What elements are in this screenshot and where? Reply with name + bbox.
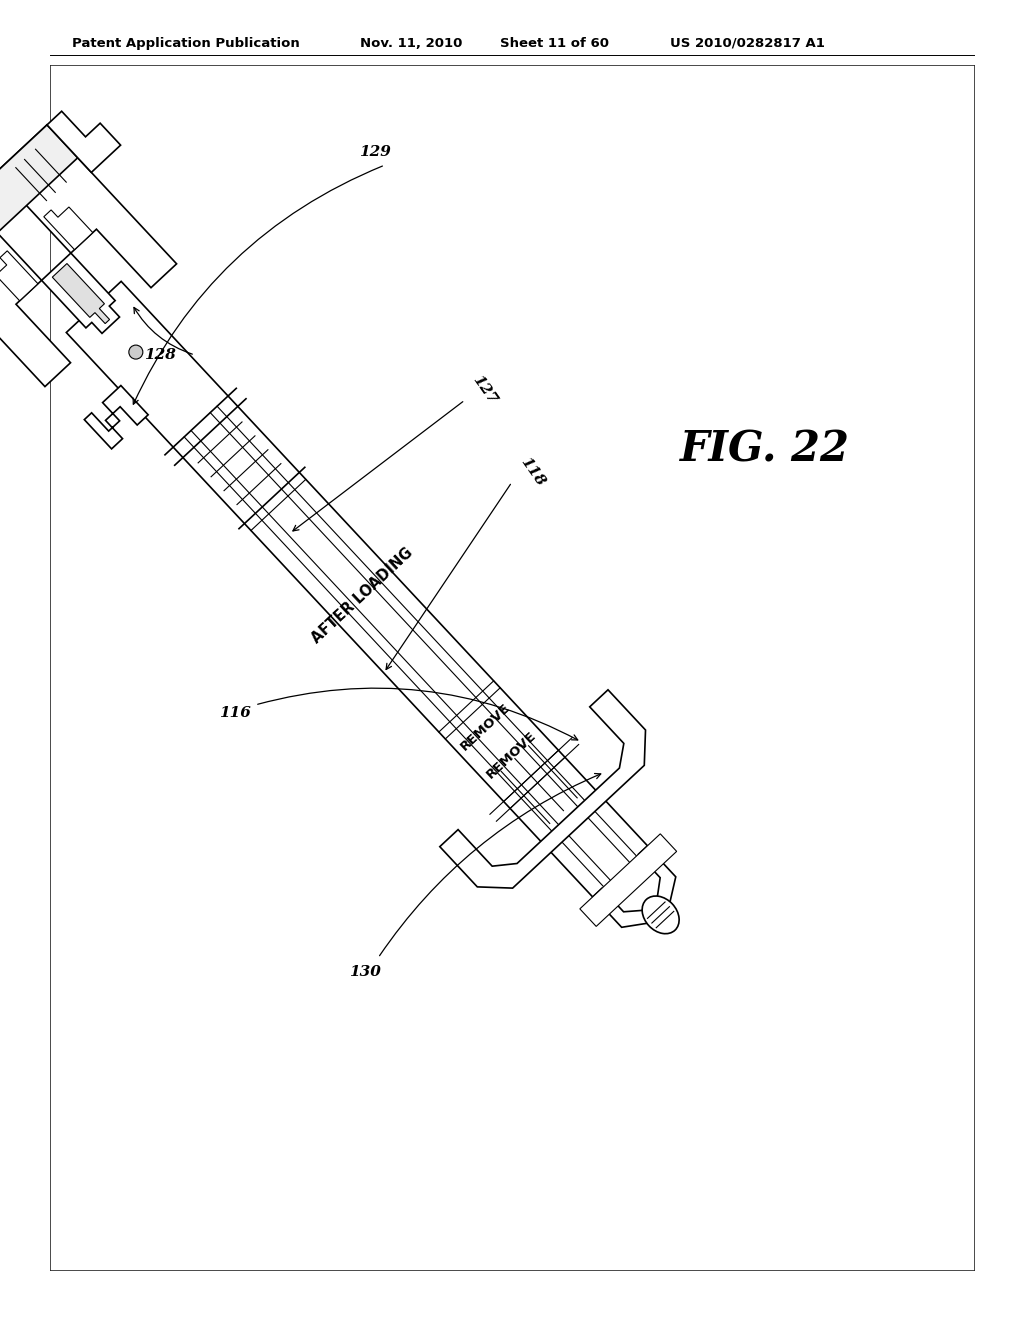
Polygon shape xyxy=(0,125,176,288)
Circle shape xyxy=(129,345,142,359)
Text: Nov. 11, 2010: Nov. 11, 2010 xyxy=(360,37,463,50)
Text: Sheet 11 of 60: Sheet 11 of 60 xyxy=(500,37,609,50)
Text: US 2010/0282817 A1: US 2010/0282817 A1 xyxy=(670,37,825,50)
Polygon shape xyxy=(44,207,93,249)
Text: 127: 127 xyxy=(470,374,500,407)
Polygon shape xyxy=(47,111,121,173)
Text: REMOVE: REMOVE xyxy=(459,701,513,754)
Text: 130: 130 xyxy=(349,965,381,979)
Text: 116: 116 xyxy=(219,706,251,719)
Polygon shape xyxy=(439,690,645,888)
Text: REMOVE: REMOVE xyxy=(484,729,539,781)
Text: 118: 118 xyxy=(518,455,548,490)
Polygon shape xyxy=(0,199,71,387)
Polygon shape xyxy=(67,281,655,906)
Text: AFTER LOADING: AFTER LOADING xyxy=(309,545,416,645)
Ellipse shape xyxy=(642,896,679,933)
Polygon shape xyxy=(52,264,110,323)
Text: Patent Application Publication: Patent Application Publication xyxy=(72,37,300,50)
Polygon shape xyxy=(0,251,38,301)
Polygon shape xyxy=(580,834,677,927)
Text: FIG. 22: FIG. 22 xyxy=(680,429,850,471)
Text: 128: 128 xyxy=(144,348,176,362)
Polygon shape xyxy=(0,125,78,281)
Polygon shape xyxy=(593,846,676,927)
Polygon shape xyxy=(84,385,148,449)
Text: 129: 129 xyxy=(359,145,391,158)
Polygon shape xyxy=(42,253,120,334)
